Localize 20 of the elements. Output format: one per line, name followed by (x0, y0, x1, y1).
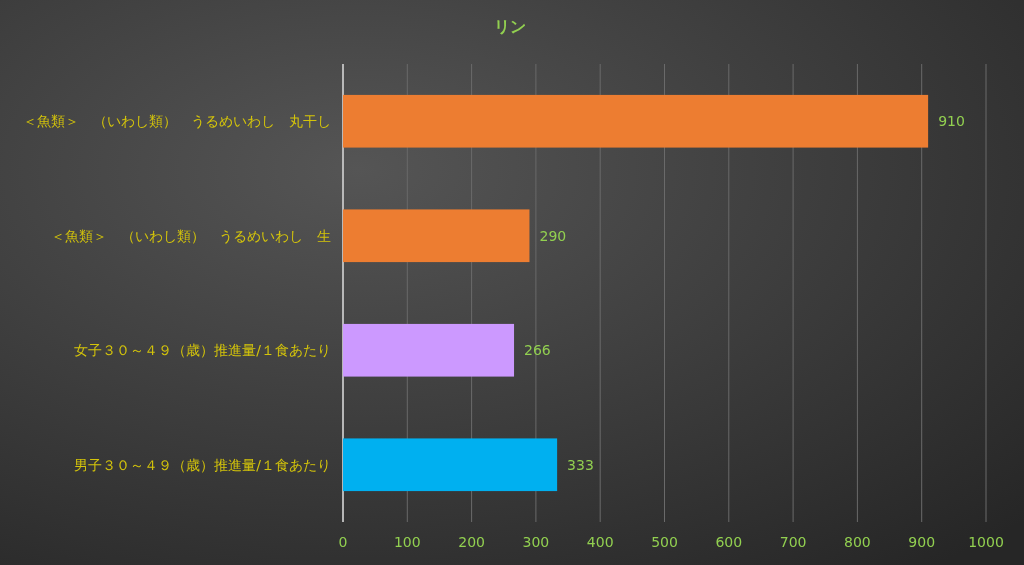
data-label: 910 (938, 113, 965, 130)
x-tick-label: 100 (393, 534, 421, 550)
x-tick-label: 200 (458, 534, 485, 550)
y-tick-label: 女子３０～４９（歳）推進量/１食あたり (74, 342, 331, 359)
x-tick-label: 300 (522, 534, 550, 550)
y-tick-label: ＜魚類＞ （いわし類） うるめいわし 丸干し (23, 113, 331, 130)
x-tick-label: 800 (844, 534, 871, 550)
y-tick-label: ＜魚類＞ （いわし類） うるめいわし 生 (51, 227, 331, 244)
data-label: 290 (539, 227, 567, 244)
y-tick-label: 男子３０～４９（歳）推進量/１食あたり (74, 456, 331, 473)
x-tick-label: 400 (586, 534, 614, 550)
x-tick-label: 900 (908, 534, 936, 550)
chart-title: リン (494, 17, 526, 36)
x-tick-label: 700 (779, 534, 807, 550)
x-tick-label: 500 (651, 534, 678, 550)
x-tick-label: 0 (338, 534, 348, 550)
x-tick-label: 600 (715, 534, 743, 550)
data-label: 266 (524, 342, 551, 359)
x-tick-label: 1000 (968, 534, 1004, 550)
data-label: 333 (567, 456, 594, 473)
